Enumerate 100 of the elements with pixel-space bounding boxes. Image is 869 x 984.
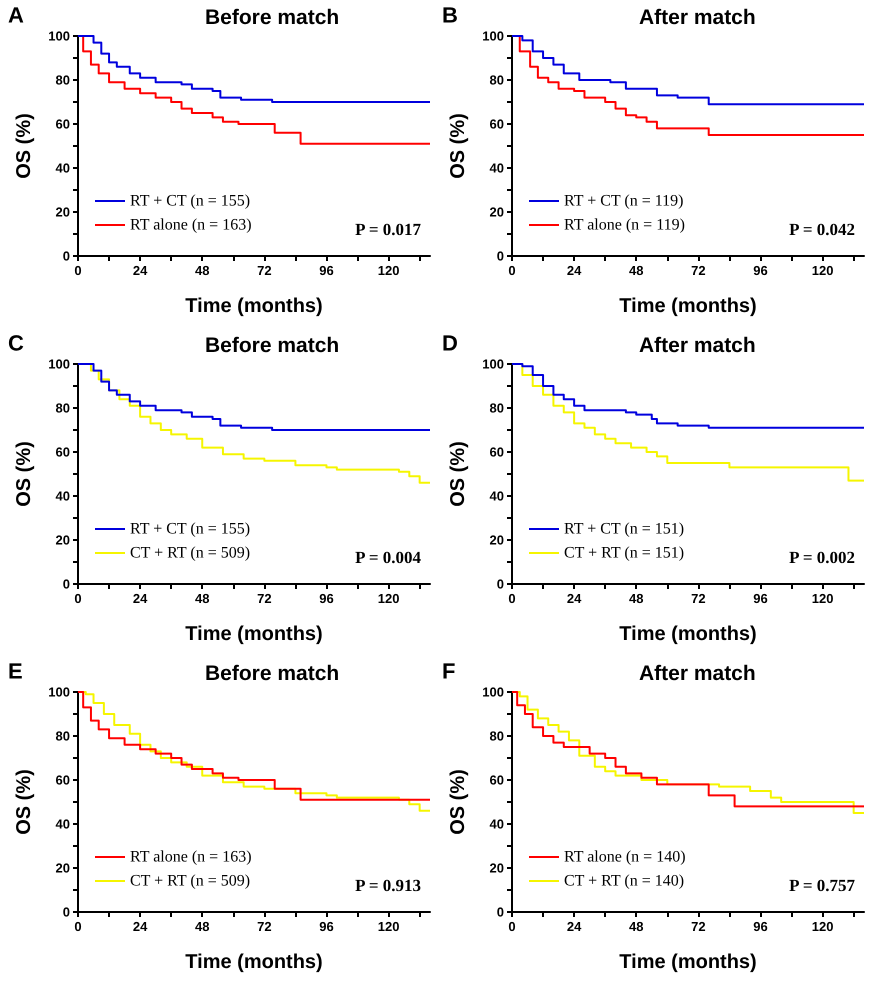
x-tick-label: 96 <box>753 263 768 278</box>
y-tick-label: 60 <box>490 444 504 460</box>
legend-label: CT + RT (n = 151) <box>564 544 684 562</box>
chart-title: After match <box>639 662 756 685</box>
x-tick-label: 120 <box>812 919 834 934</box>
x-tick-label: 120 <box>378 263 400 278</box>
legend-label: RT + CT (n = 155) <box>130 192 250 210</box>
x-tick-label: 0 <box>508 919 516 934</box>
y-tick-label: 100 <box>48 28 70 44</box>
legend-label: RT alone (n = 163) <box>130 848 252 866</box>
x-axis-title: Time (months) <box>619 951 757 973</box>
annotation: P = 0.004 <box>355 548 422 567</box>
y-tick-label: 40 <box>56 488 70 504</box>
text: F <box>442 658 456 684</box>
y-tick-label: 60 <box>56 444 70 460</box>
x-tick-label: 48 <box>629 263 644 278</box>
x-axis-title: Time (months) <box>619 623 757 645</box>
x-tick-label: 120 <box>812 591 834 606</box>
x-tick-label: 0 <box>74 263 82 278</box>
x-tick-label: 96 <box>319 919 334 934</box>
x-tick-label: 72 <box>691 263 706 278</box>
y-tick-label: 80 <box>490 72 504 88</box>
annotation: P = 0.757 <box>789 876 856 895</box>
chart-title: Before match <box>205 6 340 29</box>
x-tick-label: 72 <box>257 591 272 606</box>
y-tick-label: 100 <box>482 684 504 700</box>
x-axis-title: Time (months) <box>185 623 323 645</box>
x-tick-label: 0 <box>508 263 516 278</box>
x-tick-label: 48 <box>195 919 210 934</box>
x-tick-label: 72 <box>691 919 706 934</box>
x-tick-label: 120 <box>378 591 400 606</box>
y-axis-title: OS (%) <box>447 441 469 507</box>
y-tick-label: 80 <box>56 72 70 88</box>
x-tick-label: 96 <box>753 591 768 606</box>
x-tick-label: 48 <box>195 263 210 278</box>
x-tick-label: 120 <box>812 263 834 278</box>
y-tick-label: 20 <box>490 532 504 548</box>
y-tick-label: 0 <box>496 248 504 264</box>
x-tick-label: 24 <box>132 263 148 278</box>
y-tick-label: 0 <box>62 904 70 920</box>
y-tick-label: 80 <box>56 728 70 744</box>
legend-label: CT + RT (n = 140) <box>564 872 684 890</box>
text: A <box>8 2 24 28</box>
x-tick-label: 72 <box>257 919 272 934</box>
chart-title: Before match <box>205 662 340 685</box>
chart-title: After match <box>639 334 756 357</box>
y-axis-title: OS (%) <box>447 769 469 835</box>
x-tick-label: 24 <box>132 919 148 934</box>
x-tick-label: 72 <box>691 591 706 606</box>
y-tick-label: 60 <box>490 116 504 132</box>
x-tick-label: 120 <box>378 919 400 934</box>
legend-label: RT alone (n = 163) <box>130 216 252 234</box>
y-tick-label: 20 <box>56 860 70 876</box>
y-tick-label: 40 <box>56 816 70 832</box>
chart-title: Before match <box>205 334 340 357</box>
annotation: P = 0.002 <box>789 548 856 567</box>
y-axis-title: OS (%) <box>447 113 469 179</box>
y-tick-label: 20 <box>56 532 70 548</box>
x-tick-label: 24 <box>132 591 148 606</box>
legend-label: RT + CT (n = 151) <box>564 520 684 538</box>
annotation: P = 0.913 <box>355 876 422 895</box>
y-tick-label: 60 <box>56 116 70 132</box>
x-tick-label: 0 <box>508 591 516 606</box>
y-axis-title: OS (%) <box>13 769 35 835</box>
x-tick-label: 72 <box>257 263 272 278</box>
x-tick-label: 0 <box>74 919 82 934</box>
y-tick-label: 0 <box>62 248 70 264</box>
x-tick-label: 48 <box>629 591 644 606</box>
legend-label: RT + CT (n = 119) <box>564 192 684 210</box>
y-tick-label: 80 <box>490 728 504 744</box>
y-axis-title: OS (%) <box>13 441 35 507</box>
y-axis-title: OS (%) <box>13 113 35 179</box>
y-tick-label: 80 <box>490 400 504 416</box>
legend-label: CT + RT (n = 509) <box>130 872 250 890</box>
x-axis-title: Time (months) <box>185 295 323 317</box>
text: E <box>8 658 23 684</box>
y-tick-label: 60 <box>490 772 504 788</box>
annotation: P = 0.042 <box>789 220 856 239</box>
x-tick-label: 96 <box>753 919 768 934</box>
y-tick-label: 100 <box>482 28 504 44</box>
y-tick-label: 100 <box>48 356 70 372</box>
x-tick-label: 24 <box>566 263 582 278</box>
y-tick-label: 100 <box>48 684 70 700</box>
legend-label: RT alone (n = 119) <box>564 216 685 234</box>
x-tick-label: 48 <box>195 591 210 606</box>
y-tick-label: 60 <box>56 772 70 788</box>
x-tick-label: 48 <box>629 919 644 934</box>
y-tick-label: 0 <box>496 576 504 592</box>
x-axis-title: Time (months) <box>619 295 757 317</box>
y-tick-label: 0 <box>496 904 504 920</box>
legend-label: RT alone (n = 140) <box>564 848 686 866</box>
annotation: P = 0.017 <box>355 220 422 239</box>
y-tick-label: 40 <box>490 160 504 176</box>
x-tick-label: 24 <box>566 591 582 606</box>
legend-label: CT + RT (n = 509) <box>130 544 250 562</box>
x-tick-label: 96 <box>319 591 334 606</box>
y-tick-label: 40 <box>490 488 504 504</box>
y-tick-label: 40 <box>490 816 504 832</box>
y-tick-label: 20 <box>490 860 504 876</box>
text: C <box>8 330 24 356</box>
